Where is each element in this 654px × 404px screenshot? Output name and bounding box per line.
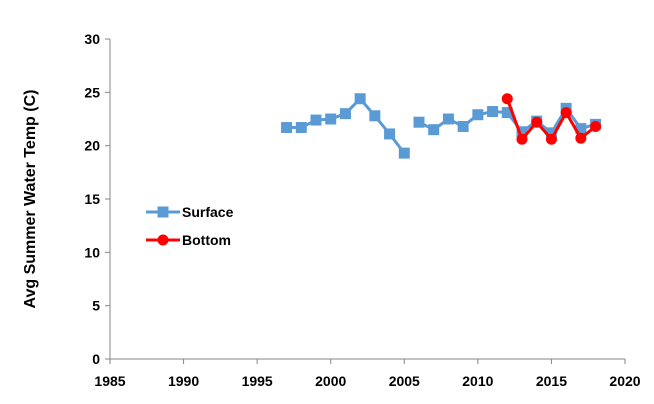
legend-label: Bottom [182, 232, 231, 248]
x-tick-label: 2000 [315, 373, 346, 389]
legend-marker-square [157, 206, 169, 218]
surface-point [325, 113, 337, 125]
y-tick-label: 10 [84, 244, 100, 260]
surface-point [354, 93, 366, 105]
x-tick-label: 1985 [94, 373, 125, 389]
x-tick-label: 2010 [462, 373, 493, 389]
surface-point [398, 147, 410, 159]
y-tick-label: 30 [84, 31, 100, 47]
y-tick-label: 25 [84, 84, 100, 100]
bottom-point [545, 133, 557, 145]
surface-point [384, 128, 396, 140]
x-tick-label: 1995 [242, 373, 273, 389]
surface-point [545, 127, 557, 139]
surface-point [413, 116, 425, 128]
surface-point [472, 109, 484, 121]
x-tick-label: 2020 [609, 373, 640, 389]
bottom-point [575, 132, 587, 144]
surface-point [501, 107, 513, 119]
series-layer [281, 93, 602, 159]
bottom-point [531, 116, 543, 128]
surface-point [369, 110, 381, 122]
y-tick-label: 5 [92, 298, 100, 314]
legend-item-surface: Surface [146, 204, 234, 220]
surface-point [281, 122, 293, 134]
legend-label: Surface [182, 204, 234, 220]
bottom-series [501, 93, 602, 145]
surface-point [487, 106, 499, 118]
bottom-point [560, 107, 572, 119]
y-tick-label: 15 [84, 191, 100, 207]
legend-item-bottom: Bottom [146, 232, 231, 248]
y-tick-label: 20 [84, 138, 100, 154]
surface-point [516, 126, 528, 138]
y-tick-label: 0 [92, 351, 100, 367]
surface-point [575, 123, 587, 135]
surface-series [281, 93, 602, 159]
legend: Surface Bottom [146, 204, 234, 248]
bottom-point [501, 93, 513, 105]
surface-point [428, 124, 440, 136]
x-ticks: 1985 1990 1995 2000 2005 2010 2015 2020 [94, 359, 641, 389]
surface-point [457, 120, 469, 132]
surface-point [310, 114, 322, 126]
x-tick-label: 2005 [389, 373, 420, 389]
surface-point [339, 108, 351, 120]
bottom-point [590, 120, 602, 132]
x-tick-label: 1990 [168, 373, 199, 389]
surface-point [295, 122, 307, 134]
x-tick-label: 2015 [536, 373, 567, 389]
bottom-point [516, 133, 528, 145]
y-ticks: 0 5 10 15 20 25 30 [84, 31, 110, 367]
legend-marker-circle [157, 234, 169, 246]
y-axis-title: Avg Summer Water Temp (C) [22, 90, 39, 309]
surface-point [442, 113, 454, 125]
plot-frame [109, 39, 625, 360]
